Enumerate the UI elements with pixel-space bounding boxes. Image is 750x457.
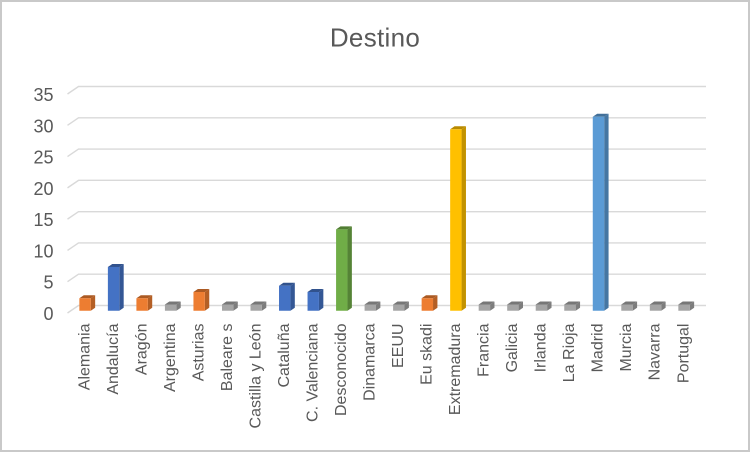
svg-text:Francia: Francia: [476, 323, 493, 376]
svg-text:5: 5: [43, 273, 53, 293]
svg-text:25: 25: [33, 148, 53, 168]
svg-text:Cataluña: Cataluña: [276, 323, 293, 387]
svg-text:Dinamarca: Dinamarca: [362, 323, 379, 400]
svg-text:Argentina: Argentina: [162, 323, 179, 392]
svg-text:Eu skadi: Eu skadi: [419, 324, 436, 385]
svg-text:Irlanda: Irlanda: [533, 323, 550, 372]
svg-text:Castilla y León: Castilla y León: [247, 324, 264, 429]
svg-text:EEUU: EEUU: [390, 324, 407, 368]
svg-text:Extremadura: Extremadura: [447, 323, 464, 415]
svg-text:Asturias: Asturias: [190, 324, 207, 382]
svg-text:Navarra: Navarra: [647, 323, 664, 380]
svg-text:Andalucía: Andalucía: [105, 323, 122, 394]
svg-text:15: 15: [33, 210, 53, 230]
svg-text:0: 0: [43, 304, 53, 324]
svg-text:La Rioja: La Rioja: [561, 323, 578, 382]
svg-text:35: 35: [33, 85, 53, 105]
svg-text:Madrid: Madrid: [590, 324, 607, 373]
svg-text:20: 20: [33, 179, 53, 199]
svg-text:Baleare s: Baleare s: [219, 324, 236, 392]
svg-text:Alemania: Alemania: [76, 323, 93, 390]
svg-text:Murcia: Murcia: [618, 323, 635, 371]
svg-text:Desconocido: Desconocido: [333, 323, 350, 416]
svg-text:Aragón: Aragón: [133, 324, 150, 376]
svg-text:10: 10: [33, 241, 53, 261]
svg-text:30: 30: [33, 116, 53, 136]
svg-text:Galicia: Galicia: [504, 323, 521, 372]
svg-text:Destino: Destino: [330, 23, 420, 53]
svg-text:Portugal: Portugal: [675, 324, 692, 384]
svg-text:C. Valenciana: C. Valenciana: [304, 323, 321, 422]
